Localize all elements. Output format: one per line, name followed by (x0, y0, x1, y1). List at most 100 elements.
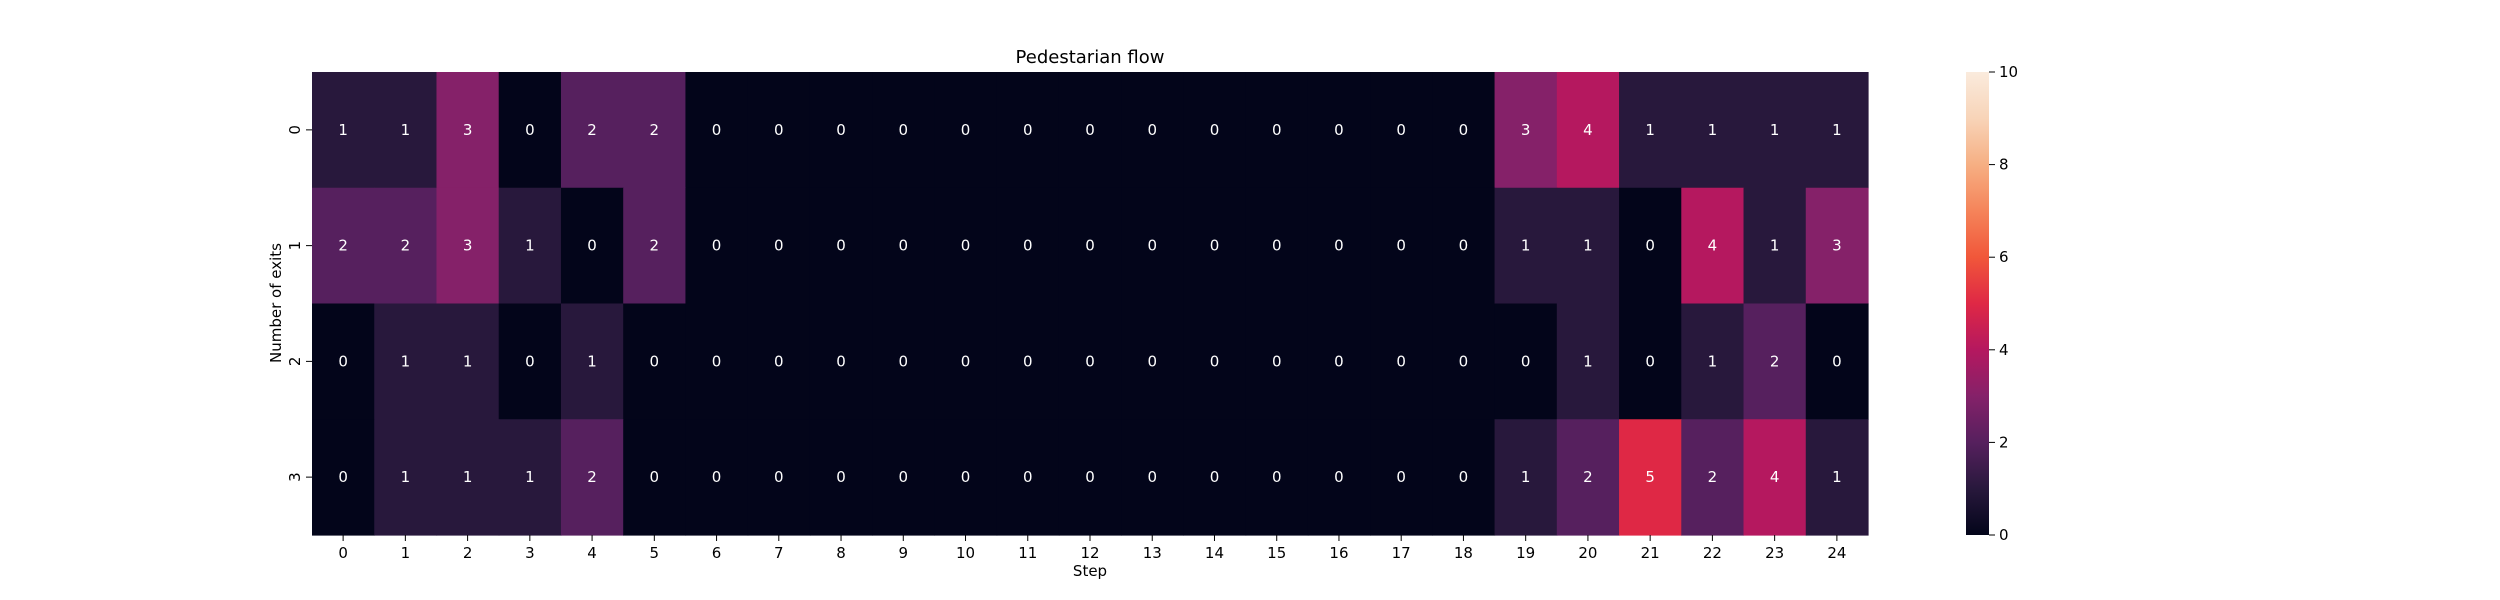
heatmap-cell (498, 72, 562, 189)
heatmap-cell (498, 187, 562, 305)
heatmap-cell (1494, 187, 1558, 305)
heatmap-cell (1805, 419, 1869, 536)
cell-value-label: 1 (1583, 237, 1593, 255)
cell-value-label: 1 (1708, 352, 1718, 370)
cell-value-label: 0 (774, 237, 784, 255)
heatmap-cell (685, 187, 749, 305)
cell-value-label: 0 (1085, 237, 1095, 255)
heatmap-cell (685, 419, 749, 536)
heatmap-cell (996, 303, 1060, 420)
heatmap-cell (1556, 419, 1620, 536)
heatmap-cell (312, 72, 375, 189)
heatmap-cell (1805, 303, 1869, 420)
x-tick-label: 10 (956, 544, 975, 562)
cell-value-label: 2 (1583, 468, 1593, 486)
colorbar: 0 2 4 6 8 10 (1966, 63, 2018, 544)
x-tick-label: 20 (1578, 544, 1597, 562)
cell-value-label: 0 (1210, 237, 1220, 255)
cell-value-label: 2 (587, 121, 597, 139)
heatmap-cell (1805, 72, 1869, 189)
cell-value-label: 3 (1832, 237, 1842, 255)
cell-value-label: 0 (712, 352, 722, 370)
heatmap-cell (1245, 187, 1309, 305)
cell-value-label: 0 (1023, 237, 1033, 255)
cell-value-label: 0 (1023, 468, 1033, 486)
colorbar-tick-label: 0 (1999, 526, 2009, 544)
cell-value-label: 0 (774, 352, 784, 370)
cell-value-label: 0 (1210, 121, 1220, 139)
heatmap-cell (872, 303, 935, 420)
cell-value-label: 0 (899, 352, 909, 370)
heatmap-cell (1681, 187, 1745, 305)
cell-value-label: 0 (1396, 121, 1406, 139)
cell-value-label: 4 (1770, 468, 1780, 486)
heatmap-cell (560, 72, 624, 189)
cell-value-label: 0 (836, 352, 846, 370)
cell-value-label: 0 (1396, 237, 1406, 255)
cell-value-label: 0 (1459, 237, 1469, 255)
heatmap-cell (1619, 419, 1682, 536)
heatmap-cell (1121, 187, 1184, 305)
cell-value-label: 0 (338, 352, 348, 370)
cell-value-label: 0 (836, 237, 846, 255)
heatmap-cell (623, 187, 687, 305)
x-tick-label: 18 (1454, 544, 1473, 562)
heatmap-cell (623, 303, 687, 420)
heatmap-cell (1183, 303, 1247, 420)
x-tick-label: 19 (1516, 544, 1535, 562)
heatmap-cell (1432, 419, 1496, 536)
cell-value-label: 0 (1334, 352, 1344, 370)
cell-value-label: 0 (1147, 352, 1157, 370)
heatmap-cell (1681, 303, 1745, 420)
heatmap-cell (1619, 72, 1682, 189)
cell-value-label: 1 (401, 121, 411, 139)
cell-value-label: 0 (774, 121, 784, 139)
cell-value-label: 1 (1583, 352, 1593, 370)
heatmap-cell (1058, 419, 1122, 536)
cell-value-label: 1 (1645, 121, 1655, 139)
cell-value-label: 1 (401, 468, 411, 486)
cell-value-label: 0 (650, 468, 660, 486)
chart-title: Pedestarian flow (1016, 47, 1165, 68)
heatmap-cell (498, 419, 562, 536)
heatmap-cell (374, 419, 438, 536)
x-tick-label: 21 (1641, 544, 1660, 562)
heatmap-cell (1432, 303, 1496, 420)
heatmap-cell (1619, 303, 1682, 420)
heatmap-cell (623, 72, 687, 189)
x-tick-label: 17 (1392, 544, 1411, 562)
cell-value-label: 0 (1334, 468, 1344, 486)
heatmap-cell (1121, 419, 1184, 536)
heatmap-cell (1245, 72, 1309, 189)
heatmap-cell (436, 187, 500, 305)
x-tick-label: 4 (587, 544, 597, 562)
heatmap-cell (623, 419, 687, 536)
cell-value-label: 1 (587, 352, 597, 370)
cell-value-label: 1 (401, 352, 411, 370)
cell-value-label: 1 (1832, 468, 1842, 486)
cell-value-label: 2 (650, 237, 660, 255)
colorbar-tick-label: 8 (1999, 156, 2009, 174)
cell-value-label: 1 (1521, 237, 1531, 255)
cell-value-label: 0 (1147, 121, 1157, 139)
cell-value-label: 0 (899, 121, 909, 139)
cell-value-label: 0 (961, 237, 971, 255)
heatmap-cell (1743, 187, 1807, 305)
x-tick-label: 12 (1080, 544, 1099, 562)
heatmap-cell (560, 187, 624, 305)
y-tick-label: 0 (286, 125, 304, 135)
heatmap-cell (1121, 72, 1184, 189)
heatmap-cell (934, 72, 998, 189)
heatmap-cell-labels: 1 1 3 0 2 2 0 0 0 0 0 0 0 0 0 0 0 0 0 3 4 1 1 1 1 2 2 3 1 0 2 0 0 0 0 0 0 0 0 0… (338, 121, 1841, 486)
x-tick-label: 2 (463, 544, 473, 562)
heatmap-cell (1058, 187, 1122, 305)
cell-value-label: 4 (1708, 237, 1718, 255)
cell-value-label: 0 (525, 352, 535, 370)
cell-value-label: 1 (1521, 468, 1531, 486)
x-tick-label: 15 (1267, 544, 1286, 562)
heatmap-cell (1183, 187, 1247, 305)
cell-value-label: 0 (774, 468, 784, 486)
cell-value-label: 1 (463, 468, 473, 486)
y-tick-label: 3 (286, 472, 304, 482)
x-axis-label: Step (1073, 562, 1107, 580)
